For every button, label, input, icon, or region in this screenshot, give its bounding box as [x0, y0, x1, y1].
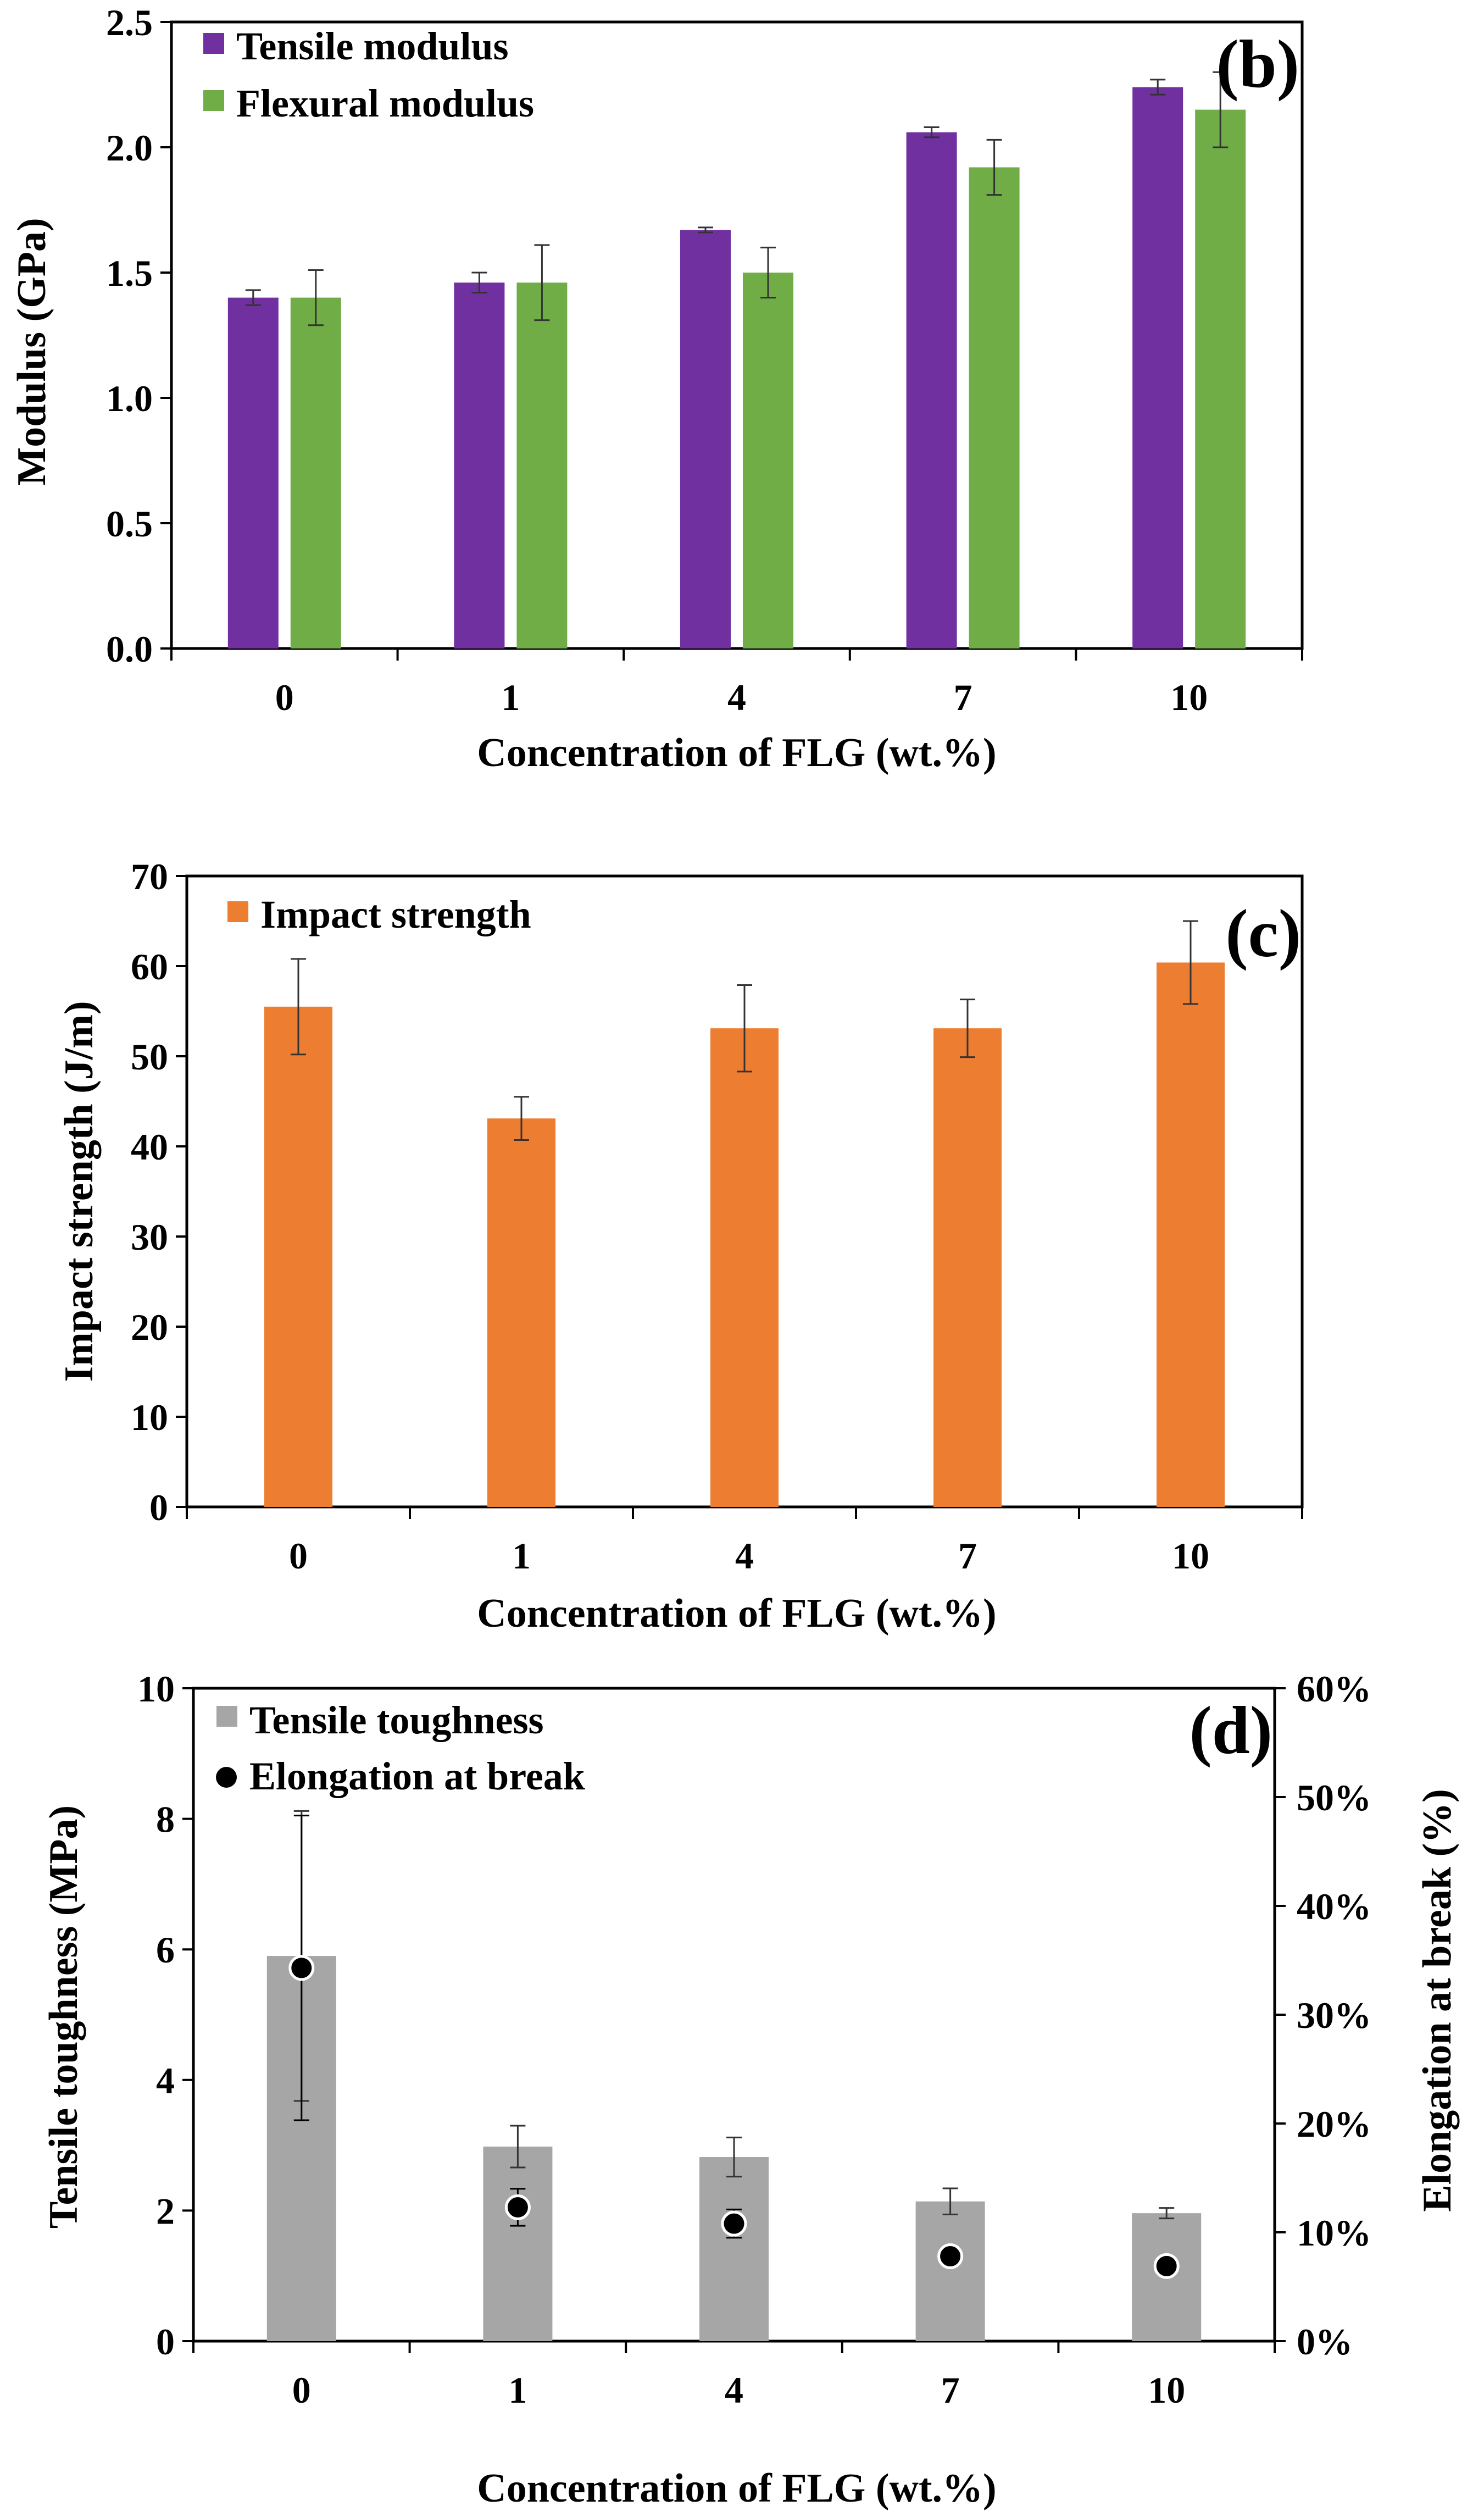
y2-tick-label: 60%	[1297, 1668, 1371, 1710]
panel-d-y2-axis-title: Elongation at break (%)	[1415, 1789, 1460, 2212]
x-tick-label: 1	[512, 1535, 531, 1577]
bar-impact-strength-7	[933, 1028, 1002, 1507]
panel-c-label: (c)	[1225, 896, 1301, 971]
panel-d-y-axis-title: Tensile toughness (MPa)	[41, 1805, 86, 2228]
x-tick-label: 10	[1148, 2369, 1185, 2411]
y-tick-label: 8	[156, 1799, 175, 1840]
panel-d-x-axis-title: Concentration of FLG (wt.%)	[477, 2466, 996, 2511]
panel-b-modulus-chart: 0.0 0.5 1.0 1.5 2.0 2.5 0 1 4 7 10 Tensile modulus…	[9, 2, 1304, 775]
bar-flexural-modulus-1	[516, 282, 568, 648]
point-elongation-1	[504, 2194, 531, 2220]
panel-b-legend-flexural-modulus: Flexural modulus	[236, 81, 534, 125]
y2-tick-label: 50%	[1297, 1777, 1371, 1819]
panel-c-legend-swatch-impact	[227, 901, 248, 922]
panel-b-y-axis-title: Modulus (GPa)	[9, 218, 54, 485]
panel-d-legend-marker-elongation	[216, 1767, 237, 1788]
bar-impact-strength-10	[1157, 962, 1225, 1507]
y-tick-label: 30	[131, 1216, 168, 1258]
panel-b-x-axis-title: Concentration of FLG (wt.%)	[477, 730, 996, 775]
x-tick-label: 7	[941, 2369, 960, 2411]
x-tick-label: 1	[501, 677, 520, 718]
panel-c-y-axis-title: Impact strength (J/m)	[57, 1001, 102, 1382]
panel-b-label: (b)	[1216, 26, 1299, 102]
panel-d-legend-elongation-at-break: Elongation at break	[249, 1754, 585, 1798]
bar-flexural-modulus-4	[743, 273, 793, 648]
bar-tensile-toughness-4	[699, 2156, 769, 2341]
bar-impact-strength-1	[487, 1118, 555, 1507]
x-tick-label: 4	[725, 2369, 743, 2411]
panel-d-label: (d)	[1189, 1693, 1272, 1768]
panel-c-x-axis-title: Concentration of FLG (wt.%)	[477, 1591, 996, 1636]
y2-tick-label: 40%	[1297, 1886, 1371, 1927]
x-tick-label: 1	[508, 2369, 527, 2411]
y-tick-label: 2.0	[106, 127, 153, 169]
y-tick-label: 6	[156, 1929, 175, 1971]
bar-tensile-modulus-0	[227, 297, 279, 648]
point-elongation-0	[288, 1955, 315, 1981]
bar-impact-strength-0	[264, 1006, 332, 1507]
bar-tensile-toughness-7	[915, 2201, 985, 2341]
panel-d-toughness-chart: 0 2 4 6 8 10 0% 10% 20% 30% 40% 50% 60% 0 1 4 7 10 Tensil…	[41, 1668, 1460, 2511]
bar-flexural-modulus-10	[1195, 109, 1246, 649]
bar-tensile-toughness-1	[483, 2146, 553, 2341]
bar-flexural-modulus-0	[290, 297, 341, 648]
y2-tick-label: 10%	[1297, 2212, 1371, 2254]
panel-c-legend-impact-strength: Impact strength	[260, 892, 531, 936]
x-tick-label: 0	[275, 677, 294, 718]
point-elongation-7	[937, 2243, 964, 2270]
y-tick-label: 2	[156, 2190, 175, 2232]
y-tick-label: 2.5	[106, 2, 153, 43]
panel-b-legend-swatch-tensile	[203, 33, 224, 54]
bar-impact-strength-4	[710, 1028, 779, 1507]
y2-tick-label: 20%	[1297, 2103, 1371, 2145]
bar-tensile-modulus-10	[1132, 87, 1183, 648]
y-tick-label: 50	[131, 1036, 168, 1078]
x-tick-label: 4	[735, 1535, 754, 1577]
y-tick-label: 10	[131, 1396, 168, 1438]
x-tick-label: 7	[954, 677, 972, 718]
bar-tensile-modulus-7	[906, 132, 957, 648]
panel-b-legend-tensile-modulus: Tensile modulus	[236, 24, 509, 68]
y-tick-label: 0	[156, 2321, 175, 2363]
y-tick-label: 4	[156, 2060, 175, 2102]
bar-tensile-modulus-4	[680, 230, 731, 649]
y-tick-label: 0.5	[106, 503, 153, 545]
y-tick-label: 20	[131, 1306, 168, 1348]
x-tick-label: 0	[292, 2369, 311, 2411]
x-tick-label: 7	[958, 1535, 977, 1577]
panel-d-legend-tensile-toughness: Tensile toughness	[249, 1698, 544, 1742]
y-tick-label: 70	[131, 856, 168, 897]
point-elongation-10	[1153, 2253, 1180, 2279]
panel-c-impact-chart: 0 10 20 30 40 50 60 70 0 1 4 7 10 Impact strength (c…	[57, 856, 1304, 1636]
y-tick-label: 1.0	[106, 378, 153, 419]
panel-b-legend-swatch-flexural	[203, 90, 224, 111]
y-tick-label: 0.0	[106, 628, 153, 670]
bar-flexural-modulus-7	[969, 167, 1020, 649]
bar-tensile-modulus-1	[454, 282, 505, 648]
x-tick-label: 10	[1172, 1535, 1209, 1577]
y-tick-label: 0	[149, 1487, 168, 1528]
x-tick-label: 10	[1170, 677, 1208, 718]
y-tick-label: 1.5	[106, 252, 153, 294]
panel-d-legend-swatch-toughness	[216, 1706, 237, 1727]
y2-tick-label: 30%	[1297, 1994, 1371, 2036]
y-tick-label: 10	[137, 1668, 175, 1710]
y-tick-label: 40	[131, 1126, 168, 1168]
x-tick-label: 0	[289, 1535, 308, 1577]
y2-tick-label: 0%	[1297, 2321, 1353, 2363]
point-elongation-4	[721, 2210, 747, 2237]
x-tick-label: 4	[727, 677, 746, 718]
y-tick-label: 60	[131, 946, 168, 988]
panel-b-plot-frame	[170, 20, 1304, 650]
